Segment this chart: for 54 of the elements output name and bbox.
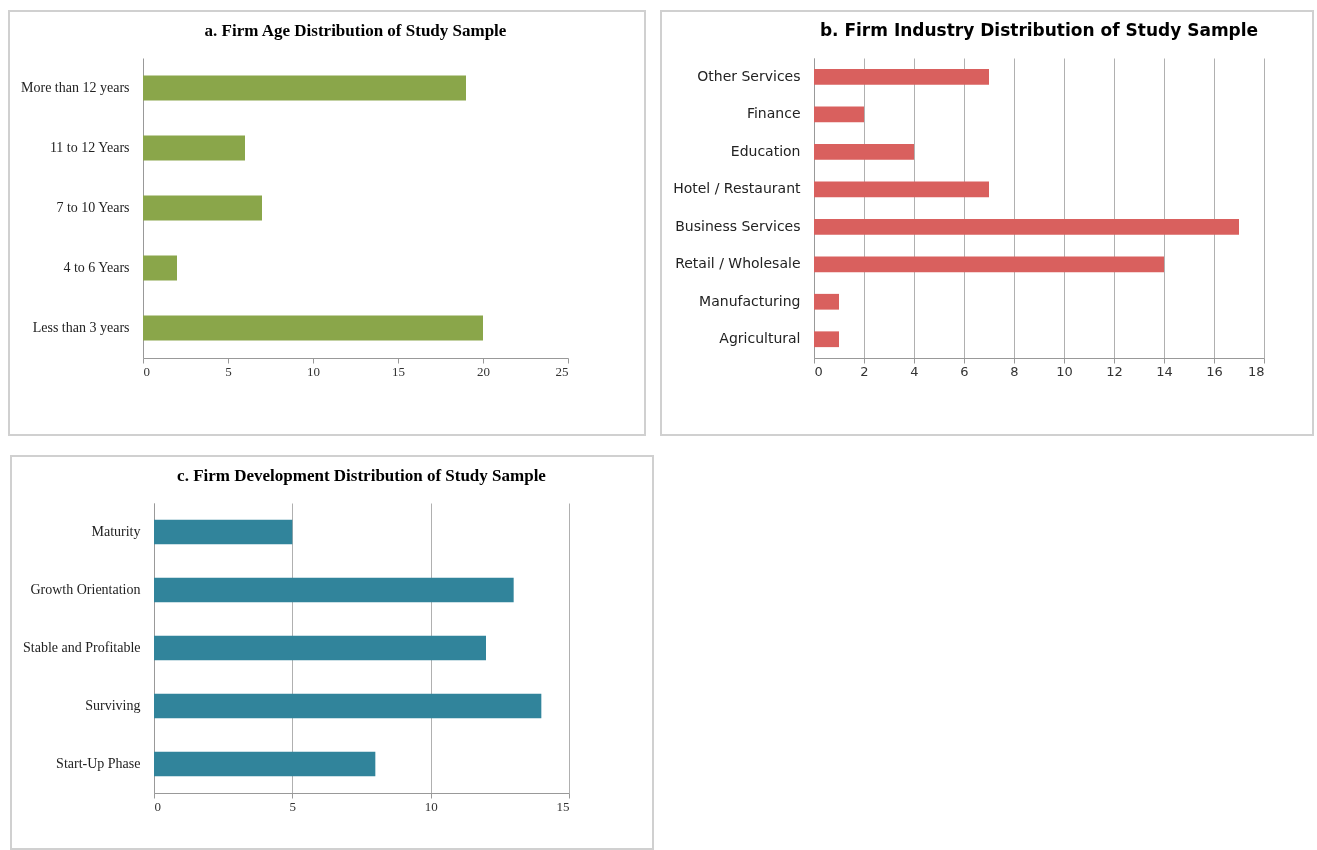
x-tick-label: 10	[307, 363, 320, 379]
bar	[143, 135, 245, 161]
x-tick-label: 20	[477, 363, 490, 379]
chart-title: c. Firm Development Distribution of Study Sample	[177, 466, 547, 485]
x-tick-label: 14	[1156, 363, 1173, 379]
x-tick-label: 5	[225, 363, 232, 379]
x-tick-label: 2	[860, 363, 869, 379]
x-tick-label: 8	[1010, 363, 1019, 379]
y-tick-label: Growth Orientation	[30, 582, 141, 597]
y-tick-label: Agricultural	[719, 330, 801, 347]
bar	[143, 315, 483, 341]
y-tick-label: More than 12 years	[21, 80, 130, 95]
y-tick-label: Business Services	[675, 217, 801, 234]
x-tick-label: 0	[143, 363, 150, 379]
y-tick-label: Manufacturing	[699, 292, 801, 309]
bar	[143, 195, 262, 221]
bar	[814, 218, 1239, 235]
bar	[814, 331, 839, 348]
x-tick-label: 5	[289, 798, 297, 814]
x-tick-label: 0	[154, 798, 161, 814]
chart-title: a. Firm Age Distribution of Study Sample	[204, 21, 507, 40]
bar	[814, 68, 989, 85]
y-tick-label: Education	[730, 142, 801, 159]
bar	[143, 75, 466, 101]
y-tick-label: Retail / Wholesale	[675, 255, 801, 272]
x-tick-label: 15	[392, 363, 405, 379]
y-tick-label: Start-Up Phase	[56, 756, 141, 771]
x-tick-label: 25	[555, 363, 569, 379]
y-tick-label: Less than 3 years	[32, 320, 130, 335]
y-tick-label: Surviving	[85, 698, 141, 713]
y-tick-label: 7 to 10 Years	[56, 200, 130, 215]
bar	[814, 106, 864, 123]
y-tick-label: Maturity	[91, 524, 141, 539]
x-tick-label: 10	[424, 798, 438, 814]
x-tick-label: 6	[960, 363, 969, 379]
x-tick-label: 16	[1206, 363, 1223, 379]
bar	[814, 293, 839, 310]
x-tick-label: 18	[1247, 363, 1265, 379]
x-tick-label: 10	[1056, 363, 1073, 379]
y-tick-label: Finance	[746, 105, 801, 122]
bar	[814, 181, 989, 198]
bar	[814, 256, 1164, 273]
y-tick-label: Stable and Profitable	[23, 640, 141, 655]
bar	[143, 255, 177, 281]
y-tick-label: 4 to 6 Years	[63, 260, 130, 275]
bar	[814, 143, 914, 160]
y-tick-label: Other Services	[697, 67, 801, 84]
y-tick-label: Hotel / Restaurant	[673, 180, 801, 197]
x-tick-label: 15	[556, 798, 570, 814]
y-tick-label: 11 to 12 Years	[49, 140, 130, 155]
x-tick-label: 0	[814, 363, 823, 379]
x-tick-label: 12	[1106, 363, 1123, 379]
x-tick-label: 4	[910, 363, 919, 379]
chart-title: b. Firm Industry Distribution of Study Sample	[819, 20, 1259, 40]
